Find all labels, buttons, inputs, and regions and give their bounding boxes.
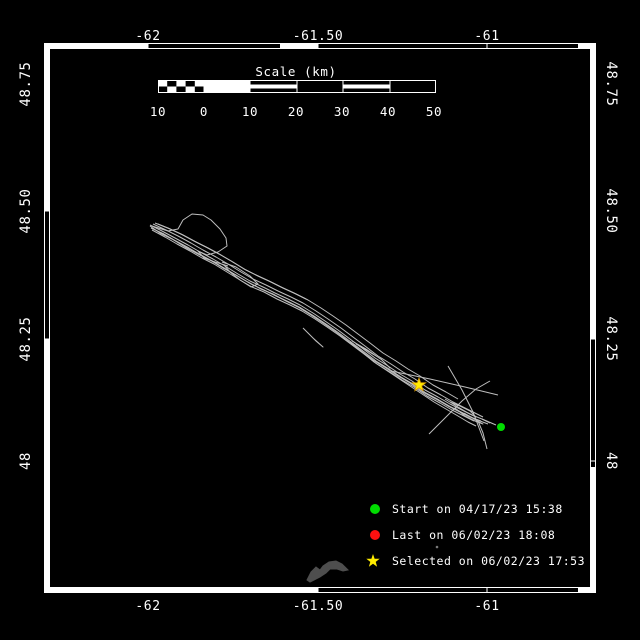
scale-bar-segment-stripe (250, 84, 297, 89)
scale-bar-title: Scale (km) (255, 64, 336, 79)
frame-inner-line (49, 48, 591, 588)
legend-last-marker (370, 530, 380, 540)
drifter-track-line (149, 225, 489, 425)
scale-bar-tick-label: 40 (380, 104, 396, 119)
scale-bar-checker-cell (176, 80, 186, 87)
scale-bar-segment-solid (204, 80, 250, 93)
border-black-segment-top (318, 44, 578, 48)
scale-bar-checker-cell (194, 80, 204, 87)
drifter-track-line (154, 222, 307, 300)
drifter-track-line (302, 327, 324, 348)
legend-item-label: Last on 06/02/23 18:08 (392, 528, 555, 542)
scale-bar-checker-cell (158, 80, 168, 87)
axis-label-top: -61 (474, 29, 499, 44)
frame-outer-line (44, 43, 596, 593)
scale-bar-checker-cell (167, 86, 177, 93)
axis-label-right: 48.25 (603, 316, 619, 361)
legend-selected-marker (366, 554, 380, 567)
axis-label-top: -61.50 (293, 29, 344, 44)
drifter-track-line (477, 420, 488, 450)
axis-label-top: -62 (135, 29, 160, 44)
drifter-track-line (390, 370, 499, 396)
drifter-track-line (151, 213, 229, 267)
scale-bar-tick-label: 10 (242, 104, 258, 119)
selected-point-star (411, 376, 427, 392)
border-black-segment-right (591, 339, 595, 467)
border-black-segment-left (45, 211, 49, 339)
drifter-track-line (481, 418, 497, 426)
scale-bar-tick-label: 0 (200, 104, 208, 119)
axis-label-right: 48.50 (603, 188, 619, 233)
island-shape (306, 560, 350, 583)
axis-label-left: 48.25 (18, 316, 34, 361)
drifter-track-line (149, 224, 491, 424)
drifter-track-line (454, 407, 484, 425)
drifter-track-line (221, 261, 259, 288)
drifter-track-line (152, 223, 484, 418)
axis-label-left: 48.50 (18, 188, 34, 233)
border-black-segment-top (148, 44, 280, 48)
border-band-right (590, 43, 596, 593)
legend-item-label: Start on 04/17/23 15:38 (392, 502, 563, 516)
axis-label-right: 48 (603, 452, 619, 470)
axis-label-left: 48.75 (18, 61, 34, 106)
border-black-segment-bottom (318, 588, 578, 592)
drifter-track-line (151, 229, 475, 422)
legend-item-label: Selected on 06/02/23 17:53 (392, 554, 585, 568)
scale-bar-tick-label: 30 (334, 104, 350, 119)
axis-label-bottom: -61.50 (293, 599, 344, 614)
islet-speck (435, 545, 439, 549)
drifter-track-line (351, 340, 391, 369)
drifter-track-line (447, 365, 485, 442)
scale-bar-outline (158, 80, 436, 93)
axis-label-right: 48.75 (603, 61, 619, 106)
scale-bar-segment-stripe (343, 84, 390, 89)
legend-start-marker (370, 504, 380, 514)
drifter-track-line (428, 380, 491, 435)
drifter-track-line (444, 398, 477, 418)
axis-label-bottom: -62 (135, 599, 160, 614)
start-point-marker (497, 423, 505, 431)
axis-label-left: 48 (18, 452, 34, 470)
scale-bar-tick-label: 50 (426, 104, 442, 119)
scale-bar-checker-cell (185, 86, 195, 93)
scale-bar-tick-label: 10 (150, 104, 166, 119)
scale-bar-tick-label: 20 (288, 104, 304, 119)
axis-label-bottom: -61 (474, 599, 499, 614)
